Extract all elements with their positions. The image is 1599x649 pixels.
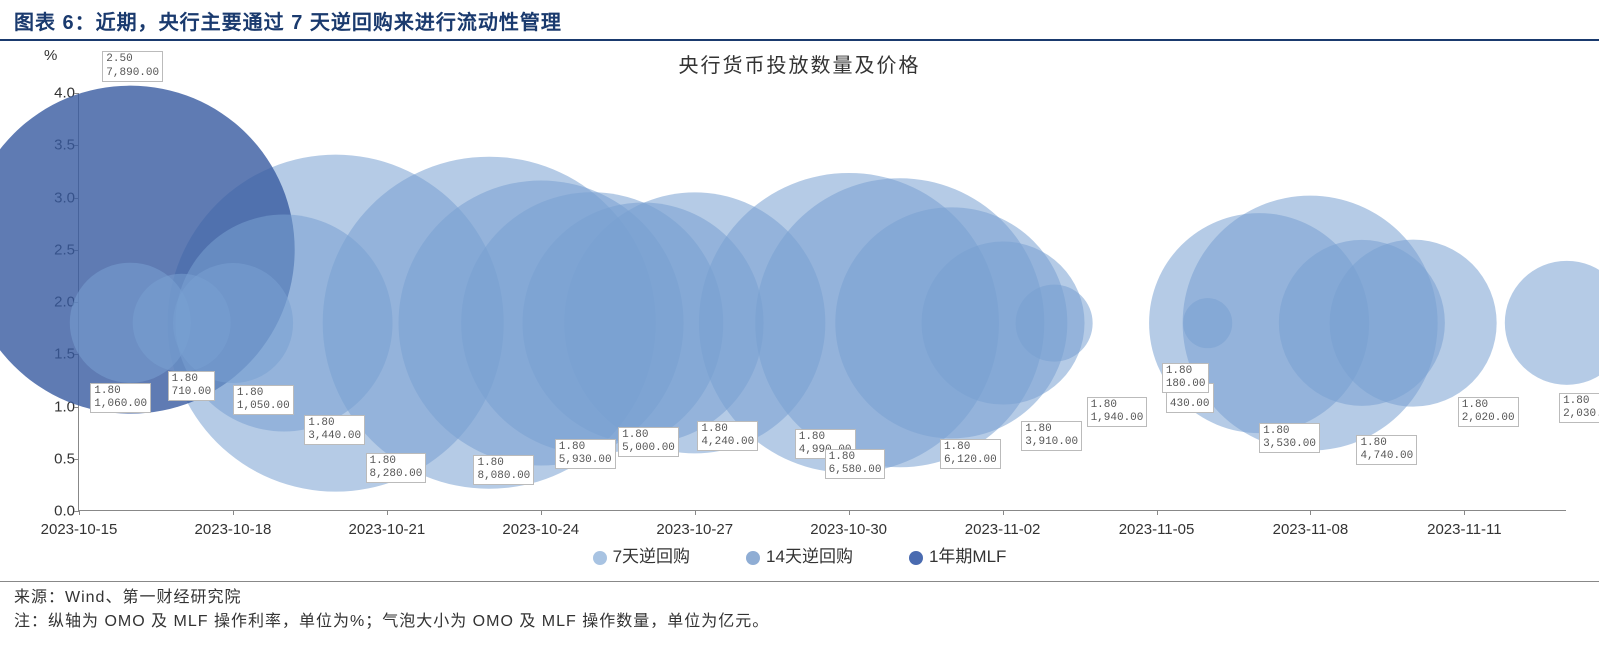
chart-title: 央行货币投放数量及价格 bbox=[0, 49, 1599, 78]
bubble-7天逆回购 bbox=[1505, 261, 1599, 385]
data-label: 1.801,050.00 bbox=[233, 385, 294, 415]
data-label: 1.804,240.00 bbox=[697, 421, 758, 451]
y-tick-label: 0.5 bbox=[35, 450, 75, 467]
figure-footer: 来源：Wind、第一财经研究院 注：纵轴为 OMO 及 MLF 操作利率，单位为… bbox=[0, 581, 1599, 638]
x-tick-label: 2023-11-05 bbox=[1119, 521, 1195, 538]
bubble-7天逆回购 bbox=[132, 274, 231, 373]
data-label: 1.805,000.00 bbox=[618, 427, 679, 457]
data-label: 1.80710.00 bbox=[168, 371, 216, 401]
x-tick-label: 2023-11-02 bbox=[965, 521, 1041, 538]
data-label: 1.806,120.00 bbox=[940, 439, 1001, 469]
data-label: 1.806,580.00 bbox=[825, 449, 886, 479]
data-label: 1.802,030.00 bbox=[1559, 393, 1599, 423]
legend-dot-icon bbox=[746, 551, 760, 565]
data-label: 1.802,020.00 bbox=[1458, 397, 1519, 427]
legend-item: 1年期MLF bbox=[909, 542, 1006, 567]
x-tick-label: 2023-10-24 bbox=[502, 521, 579, 538]
data-label: 1.808,280.00 bbox=[366, 453, 427, 483]
data-label: 1.805,930.00 bbox=[555, 439, 616, 469]
legend: 7天逆回购 14天逆回购 1年期MLF bbox=[0, 542, 1599, 567]
data-label: 1.803,440.00 bbox=[304, 415, 365, 445]
legend-item: 14天逆回购 bbox=[746, 542, 853, 567]
figure-title: 图表 6：近期，央行主要通过 7 天逆回购来进行流动性管理 bbox=[0, 0, 1599, 41]
x-tick-label: 2023-10-30 bbox=[810, 521, 887, 538]
bubble-7天逆回购 bbox=[1016, 285, 1093, 362]
x-tick-label: 2023-11-11 bbox=[1427, 521, 1502, 538]
legend-item: 7天逆回购 bbox=[593, 542, 690, 567]
y-axis-unit: % bbox=[44, 47, 57, 64]
bubble-7天逆回购 bbox=[523, 202, 764, 443]
bubble-7天逆回购 bbox=[1279, 240, 1445, 406]
legend-label: 7天逆回购 bbox=[613, 547, 690, 566]
data-label: 1.801,060.00 bbox=[90, 383, 151, 413]
x-tick-label: 2023-10-18 bbox=[195, 521, 272, 538]
note-line: 注：纵轴为 OMO 及 MLF 操作利率，单位为%；气泡大小为 OMO 及 ML… bbox=[14, 610, 1585, 634]
legend-dot-icon bbox=[909, 551, 923, 565]
bubble-7天逆回购 bbox=[1183, 298, 1233, 348]
x-tick-label: 2023-10-21 bbox=[348, 521, 425, 538]
source-line: 来源：Wind、第一财经研究院 bbox=[14, 586, 1585, 610]
legend-label: 14天逆回购 bbox=[766, 547, 853, 566]
data-label: 1.804,740.00 bbox=[1356, 435, 1417, 465]
plot-region: 0.00.51.01.52.02.53.03.54.02023-10-15202… bbox=[78, 93, 1566, 511]
x-tick-label: 2023-11-08 bbox=[1273, 521, 1349, 538]
data-label: 1.803,910.00 bbox=[1021, 421, 1082, 451]
data-label: 1.80180.00 bbox=[1162, 363, 1210, 393]
data-label: 1.808,080.00 bbox=[473, 455, 534, 485]
x-tick-label: 2023-10-15 bbox=[41, 521, 118, 538]
chart-area: 央行货币投放数量及价格 % 0.00.51.01.52.02.53.03.54.… bbox=[0, 41, 1599, 581]
data-label: 1.801,940.00 bbox=[1087, 397, 1148, 427]
x-tick-label: 2023-10-27 bbox=[656, 521, 733, 538]
data-label: 2.507,890.00 bbox=[102, 51, 163, 81]
legend-dot-icon bbox=[593, 551, 607, 565]
data-label: 1.803,530.00 bbox=[1259, 423, 1320, 453]
figure-container: 图表 6：近期，央行主要通过 7 天逆回购来进行流动性管理 央行货币投放数量及价… bbox=[0, 0, 1599, 649]
y-tick-label: 0.0 bbox=[35, 503, 75, 520]
legend-label: 1年期MLF bbox=[929, 547, 1006, 566]
